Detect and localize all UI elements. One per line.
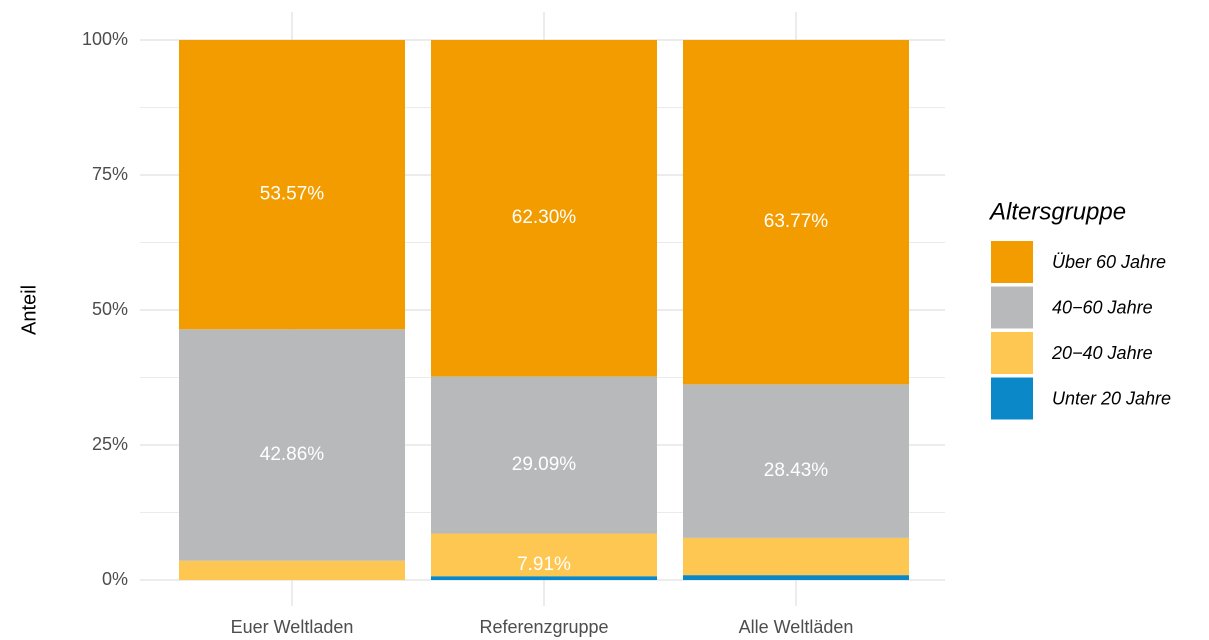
data-label: 62.30% [512,207,577,228]
x-tick-label: Euer Weltladen [231,617,354,637]
bar-segment [431,376,657,534]
bar-segment [179,560,405,580]
data-label: 28.43% [764,460,829,481]
legend-swatch [991,377,1033,420]
legend-label: Unter 20 Jahre [1052,388,1171,408]
x-tick-label: Referenzgruppe [479,617,608,637]
y-tick-label: 50% [92,299,128,319]
y-tick-label: 0% [102,569,128,589]
data-label: 29.09% [512,454,577,475]
data-label: 53.57% [260,184,325,205]
y-tick-label: 75% [92,164,128,184]
bar-segment [683,575,909,580]
legend-label: 20−40 Jahre [1051,343,1153,363]
bar-segment [431,40,657,377]
legend-label: 40−60 Jahre [1052,297,1153,317]
legend-swatch [991,241,1033,283]
bar-segment [179,40,405,330]
bar-segment [683,40,909,385]
x-tick-label: Alle Weltläden [739,617,854,637]
y-tick-label: 100% [82,29,128,49]
bar-segment [179,329,405,561]
bar-segment [683,384,909,538]
data-label: 7.91% [517,554,571,575]
bar-segment [431,576,657,580]
legend-title: Altersgruppe [988,198,1126,225]
bar-segment [431,533,657,577]
legend-swatch [991,332,1033,374]
bar-segment [683,537,909,576]
legend-label: Über 60 Jahre [1052,252,1166,272]
y-axis-label: Anteil [18,285,40,335]
legend-swatch [991,286,1033,329]
data-label: 63.77% [764,211,829,232]
y-tick-label: 25% [92,434,128,454]
data-label: 42.86% [260,444,325,465]
